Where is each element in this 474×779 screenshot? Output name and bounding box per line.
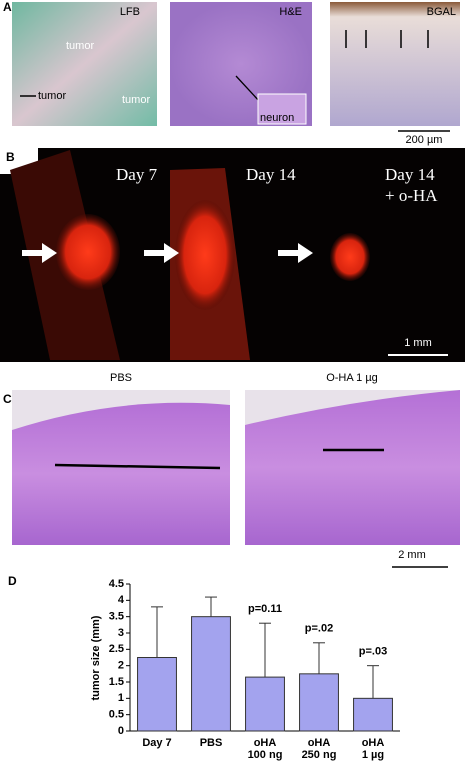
arrow [235,75,261,103]
x-tick-line: 250 ng [302,749,337,761]
x-tick-line: PBS [200,737,223,749]
stain-label: H&E [279,6,302,18]
measure-line [54,463,221,470]
image-label: tumor [38,90,66,102]
caption: PBS [110,372,132,384]
y-tick-label: 3 [118,627,124,639]
y-tick-label: 3.5 [109,611,124,623]
arrows [22,243,313,263]
tissue [245,390,460,545]
bar [245,676,285,732]
x-tick-line: oHA [362,737,385,749]
x-tick-label: PBS [200,737,223,749]
y-axis-label: tumor size (mm) [90,615,102,700]
x-tick-label: oHA 100 ng [248,737,283,761]
caption: + o-HA [385,186,438,205]
bar [191,616,231,732]
caption: Day 14 [385,165,435,184]
x-tick-label: oHA 1 µg [362,737,385,761]
error-bar [259,622,271,678]
stain-label: BGAL [427,6,456,18]
tumor [175,200,235,310]
x-tick-label: oHA 250 ng [302,737,337,761]
y-tick-label: 4 [118,594,125,606]
error-bar [367,665,379,699]
caption: Day 14 [246,165,296,184]
y-tick-label: 1 [118,692,124,704]
scale-label: 1 mm [404,337,432,349]
y-tick-label: 2 [118,660,124,672]
panel-label: A [3,0,12,14]
error-bar [205,596,217,617]
caption: O-HA 1 µg [326,372,378,384]
y-tick-label: 4.5 [109,578,124,590]
x-tick-line: 1 µg [362,749,384,761]
p-value: p=.03 [359,646,387,658]
lfb-image [12,2,157,126]
panel-label: B [6,150,15,164]
p-value: p=0.11 [248,603,282,615]
x-tick-line: Day 7 [142,737,171,749]
y-tick-label: 0.5 [109,709,124,721]
inset [257,93,307,125]
error-bar [313,642,325,674]
y-tick-label: 0 [118,725,124,737]
bar [353,697,393,732]
panel-label: C [3,392,12,406]
arrows [345,30,429,48]
x-tick-line: oHA [308,737,331,749]
scale-label: 200 µm [406,134,443,146]
x-tick-label: Day 7 [142,737,171,749]
y-tick-label: 2.5 [109,643,124,655]
tissue [12,402,230,545]
stain-label: LFB [120,6,140,18]
tumor [56,214,120,290]
x-tick-line: oHA [254,737,277,749]
image-label: tumor [66,40,94,52]
image-label: tumor [122,94,150,106]
bar [137,657,177,732]
p-value: p=.02 [305,623,333,635]
bgal-image [330,2,460,126]
image-label: neuron [260,112,294,124]
panel-label: D [8,574,17,588]
y-tick-label: 1.5 [109,676,124,688]
error-bar [151,606,163,658]
caption: Day 7 [116,165,158,184]
bar [299,673,339,732]
scale-label: 2 mm [398,549,426,561]
x-tick-line: 100 ng [248,749,283,761]
tumor [330,233,370,281]
